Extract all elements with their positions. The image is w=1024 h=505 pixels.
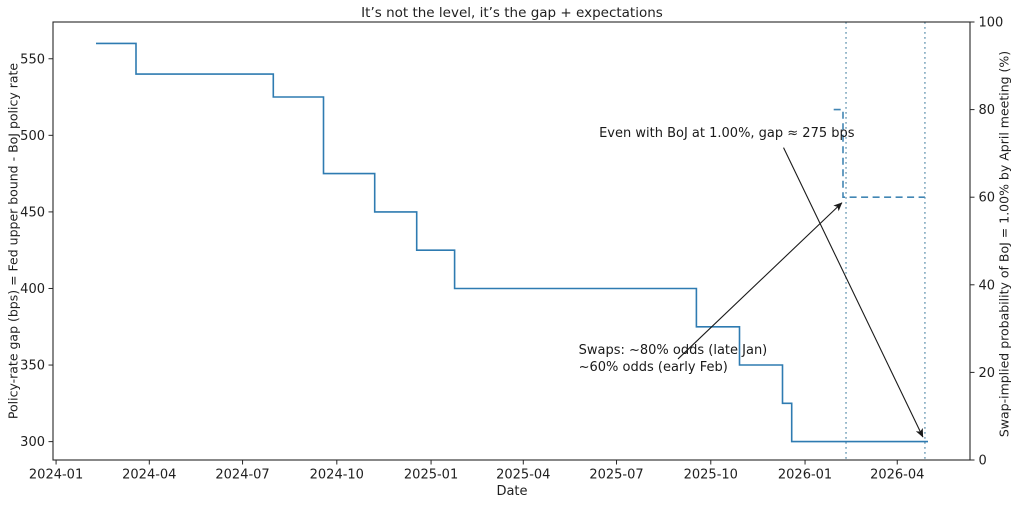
x-tick-label: 2024-04: [122, 468, 176, 483]
y-tick-label-right: 0: [979, 454, 987, 469]
x-tick-label: 2026-01: [778, 468, 832, 483]
y-tick-label-right: 60: [979, 191, 996, 206]
y-tick-label-left: 550: [20, 52, 45, 67]
y-tick-label-left: 300: [20, 435, 45, 450]
x-tick-label: 2024-10: [310, 468, 364, 483]
y-tick-label-right: 20: [979, 366, 996, 381]
annotation-swaps-odds: Swaps: ~80% odds (late Jan) ~60% odds (e…: [578, 343, 768, 376]
y-tick-label-right: 80: [979, 103, 996, 118]
chart-title: It’s not the level, it’s the gap + expec…: [361, 5, 663, 21]
annotation-arrow: [677, 202, 843, 360]
x-tick-label: 2024-07: [215, 468, 269, 483]
y-tick-label-left: 400: [20, 282, 45, 297]
x-tick-label: 2026-04: [870, 468, 924, 483]
y-axis-label-left: Policy-rate gap (bps) = Fed upper bound …: [5, 62, 21, 420]
plot-spines: [52, 21, 971, 461]
y-tick-label-right: 100: [979, 16, 1004, 31]
x-tick-label: 2025-04: [496, 468, 550, 483]
x-tick-label: 2025-10: [684, 468, 738, 483]
swap-implied-probability-pct-line: [833, 108, 925, 198]
x-tick-label: 2025-01: [404, 468, 458, 483]
annotation-arrow: [783, 147, 924, 438]
y-tick-label-left: 450: [20, 205, 45, 220]
x-tick-label: 2025-07: [589, 468, 643, 483]
y-tick-label-left: 500: [20, 129, 45, 144]
x-tick-label: 2024-01: [29, 468, 83, 483]
x-axis-label: Date: [496, 484, 528, 499]
y-tick-label-left: 350: [20, 359, 45, 374]
annotation-even-with-boj: Even with BoJ at 1.00%, gap ≈ 275 bps: [599, 125, 855, 141]
y-tick-label-right: 40: [979, 278, 996, 293]
y-axis-label-right: Swap-implied probability of BoJ = 1.00% …: [996, 50, 1012, 438]
policy-rate-gap-bps-line: [96, 42, 928, 443]
